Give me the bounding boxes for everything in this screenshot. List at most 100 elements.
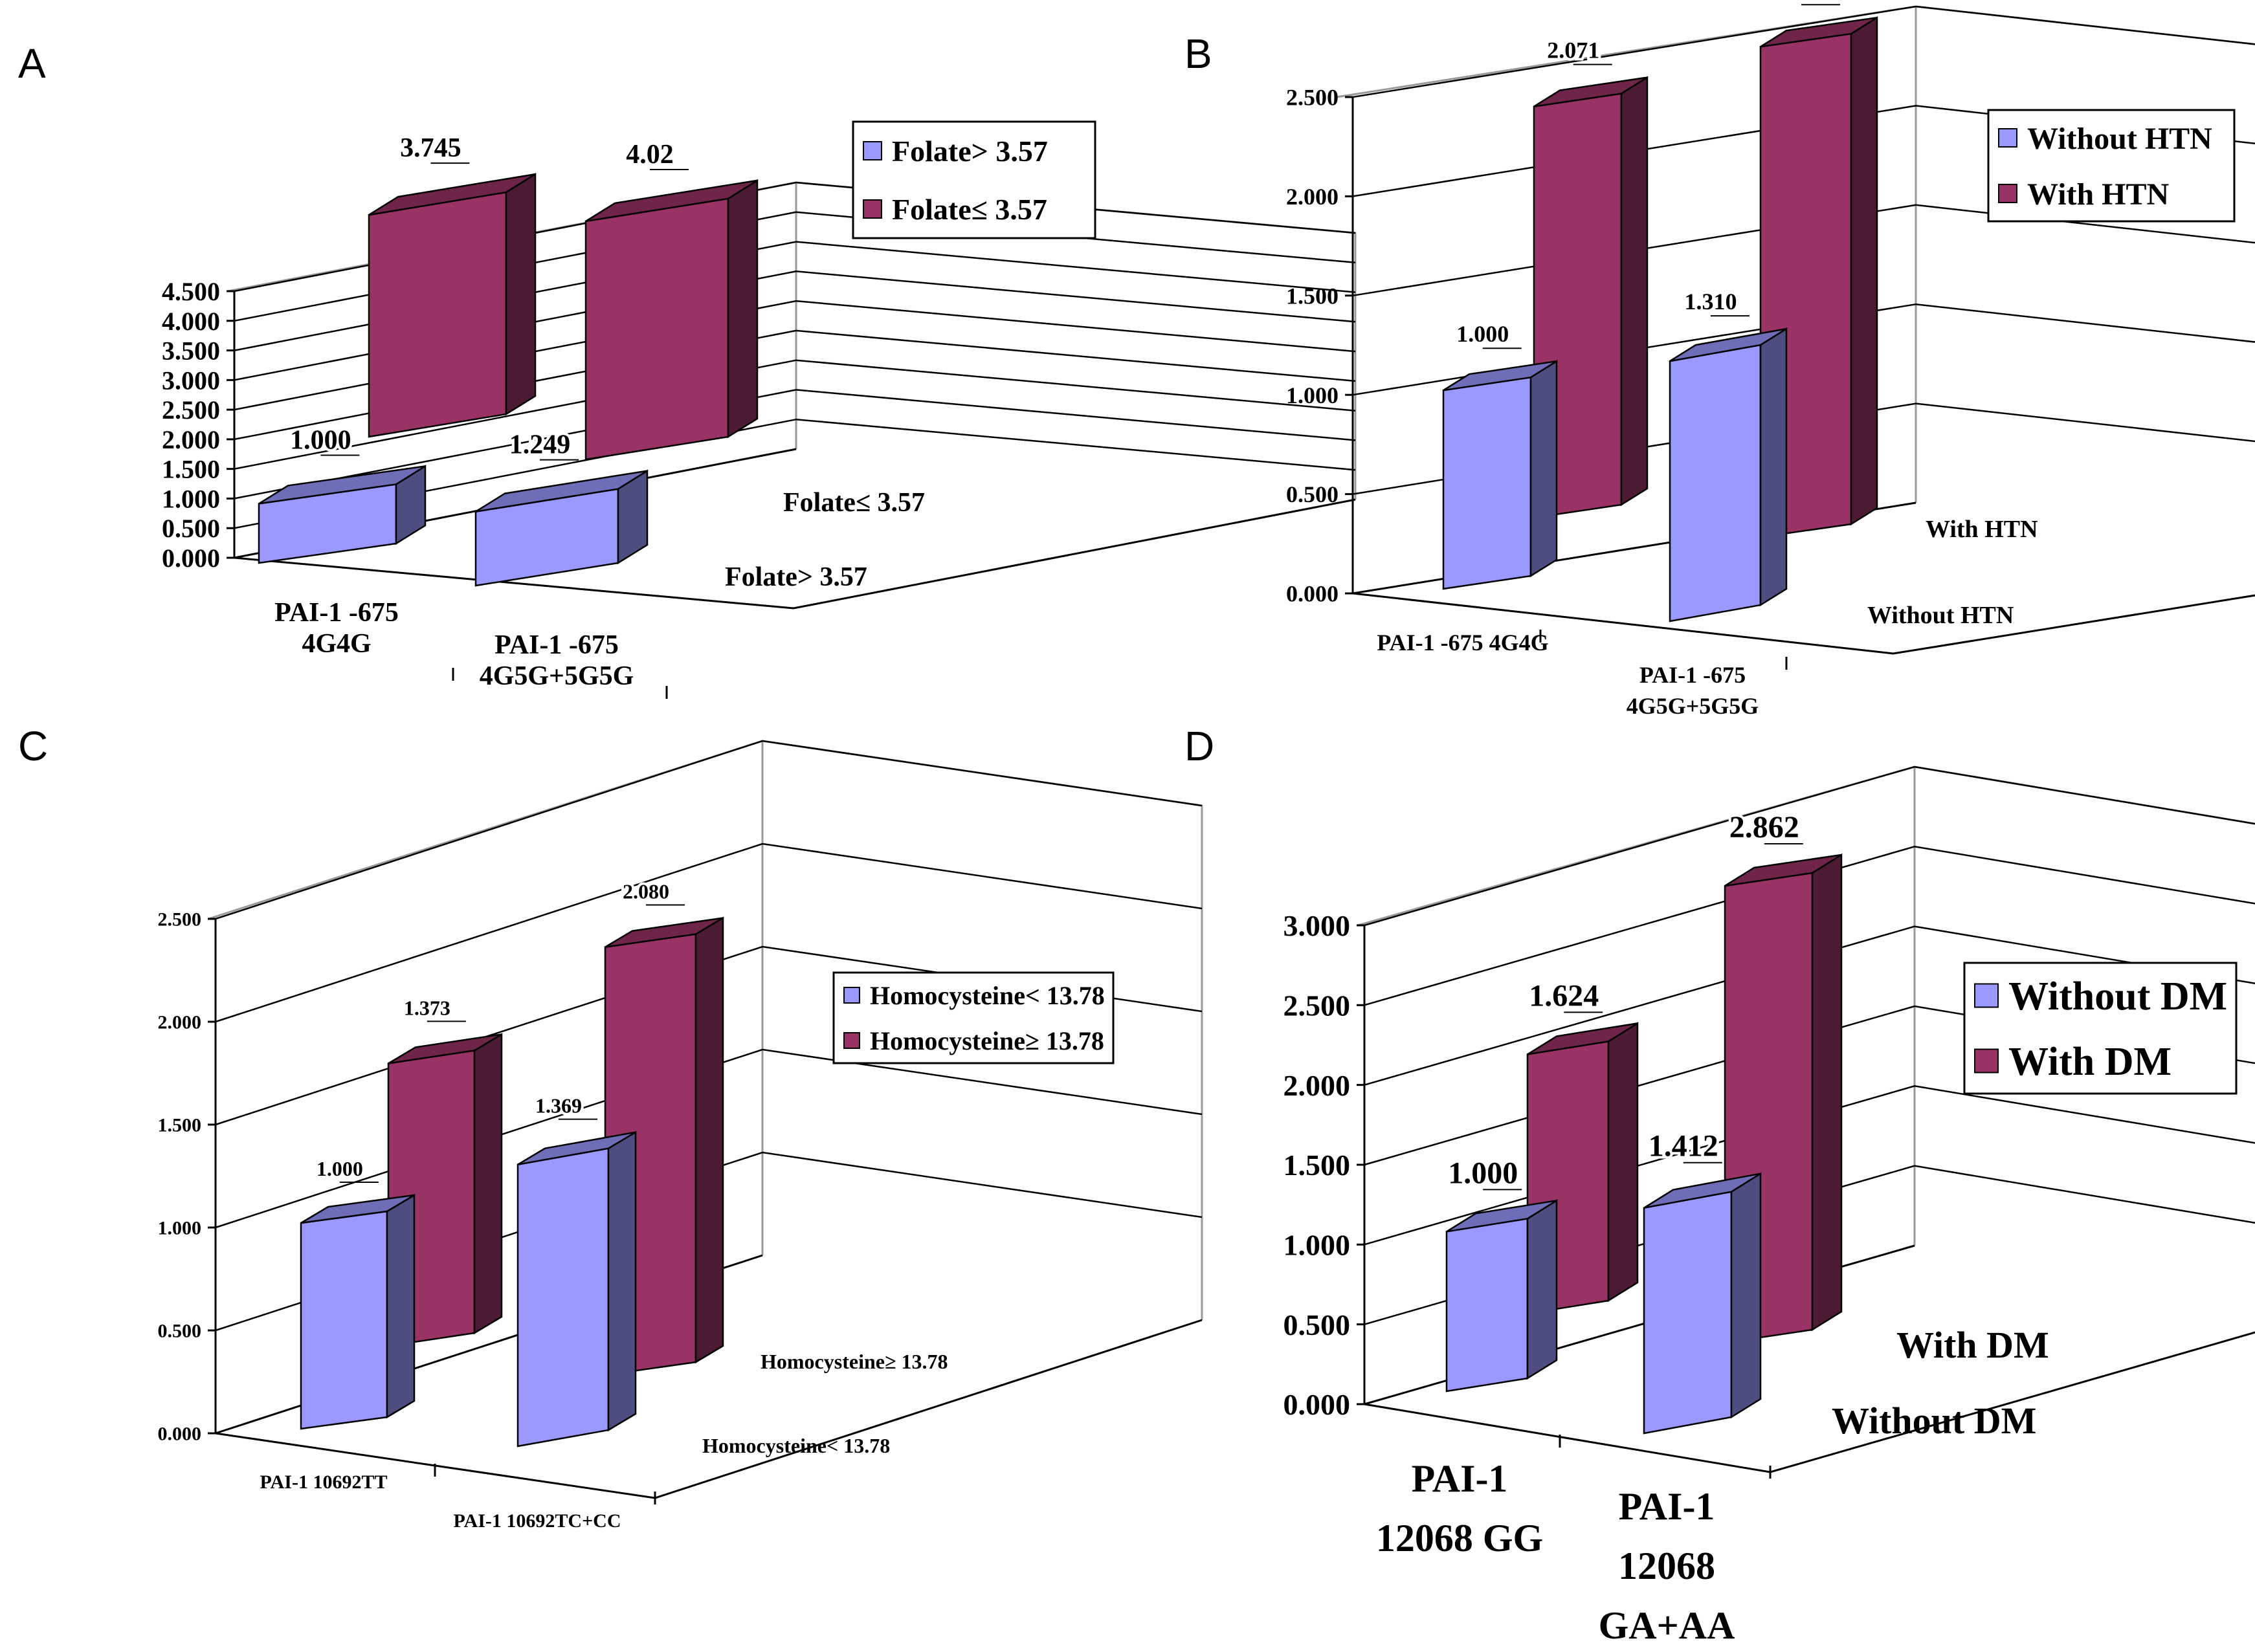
bar-side [1730,1172,1762,1419]
y-tick-label: 3.500 [162,336,220,366]
data-label: 1.000 [1456,321,1509,347]
depth-axis-label: With HTN [1926,516,2038,543]
category-label: 12068 [1618,1545,1715,1587]
bar-face [1643,1191,1733,1435]
legend-label: Homocysteine≥ 13.78 [870,1026,1104,1055]
depth-axis-label: Folate> 3.57 [725,562,867,592]
y-tick-label: 1.000 [162,484,220,513]
category-label: 4G5G+5G5G [480,661,634,691]
bar-back-series: 2.071 [1533,35,1649,519]
data-label: 1.249 [509,430,571,460]
bar-front-series: 1.249 [474,428,649,587]
legend-box [832,971,1115,1064]
legend-label: Folate≤ 3.57 [892,193,1047,226]
gridline [215,740,1203,920]
legend-label: Folate> 3.57 [892,135,1048,168]
data-label: 1.000 [317,1157,363,1180]
y-tick-label: 2.000 [1286,184,1339,210]
y-tick-label: 1.000 [1286,382,1339,408]
y-tick-label: 0.500 [162,514,220,543]
bar-side [1607,1022,1639,1303]
panel-letter: D [1184,723,1214,769]
legend-swatch [863,141,882,160]
gridline [215,843,1203,1023]
legend-swatch [1998,128,2017,148]
bar-front-series: 1.369 [517,1092,637,1448]
y-tick-label: 2.500 [162,395,220,424]
bar-side [473,1033,503,1335]
legend-label: With DM [2008,1040,2172,1084]
category-label: PAI-1 10692TT [260,1471,388,1493]
data-label: 1.369 [535,1094,582,1118]
panel-letter: A [18,40,46,87]
legend: Homocysteine< 13.78 Homocysteine≥ 13.78 [832,971,1115,1064]
gridline [1364,846,2255,1006]
bar-top [1446,1200,1557,1233]
category-label: PAI-1 [1619,1485,1715,1528]
legend-swatch [1974,1048,1999,1074]
x-axis [1352,592,2255,655]
data-label: 4.02 [626,140,674,170]
y-tick-label: 2.000 [158,1012,202,1033]
panel-a: A0.0000.5001.0001.5002.0002.5003.0003.50… [18,40,1357,699]
y-tick-label: 1.000 [1283,1228,1351,1261]
data-label: 2.080 [623,880,669,903]
category-label: PAI-1 [1412,1457,1508,1500]
data-label: 3.745 [400,133,461,163]
panel-letter: B [1184,30,1212,77]
y-tick-label: 0.000 [158,1424,202,1445]
bar-side [1620,76,1649,507]
y-tick-label: 1.500 [162,455,220,484]
legend-swatch [843,987,860,1004]
data-label: 1.000 [290,425,351,455]
legend-box [1963,962,2238,1095]
bar-face [368,191,507,438]
category-label: PAI-1 10692TC+CC [453,1510,621,1532]
bar-face [1442,376,1532,590]
bar-top [1527,1022,1638,1055]
data-label: 1.310 [1685,289,1737,314]
x-axis [234,498,1356,610]
y-tick-label: 2.000 [162,425,220,454]
legend-label: With HTN [2027,177,2170,212]
depth-axis-label: Without HTN [1867,602,2014,629]
bar-top [388,1033,502,1064]
y-tick-label: 3.000 [162,366,220,395]
category-label: PAI-1 -675 [274,598,399,628]
depth-axis-label: Folate≤ 3.57 [783,488,925,518]
y-tick-label: 2.500 [1283,989,1351,1022]
bar-top [517,1131,636,1165]
legend-label: Without HTN [2027,122,2212,156]
legend-swatch [863,199,882,219]
data-label: 1.624 [1529,978,1599,1013]
y-tick-label: 0.000 [1286,581,1339,607]
bar-side [1850,16,1878,526]
bar-top [1533,76,1648,107]
depth-axis-label: Homocysteine< 13.78 [702,1434,890,1457]
data-label: 2.862 [1729,810,1799,844]
y-tick-label: 1.500 [158,1115,202,1136]
bar-front-series: 1.000 [300,1154,416,1430]
bar-side [727,179,759,439]
bar-top [585,179,758,223]
bar-side [1526,1199,1558,1380]
y-tick-label: 0.000 [1283,1388,1351,1421]
y-tick-label: 4.500 [162,277,220,306]
bar-front-series: 1.000 [1445,1153,1558,1393]
bar-top [368,173,536,216]
bar-back-series: 3.745 [368,131,537,438]
bar-top [1669,327,1787,362]
depth-axis-label: Without DM [1832,1400,2036,1442]
y-tick-label: 2.500 [1286,85,1339,111]
bar-side [505,172,537,416]
bar-face [1669,344,1762,622]
bar-top [475,470,648,512]
panel-c: C 0.000 0.500 1.000 1.500 2.000 2.500 1.373 2.08… [18,723,1203,1532]
category-label: 12068 GG [1376,1517,1543,1559]
legend-swatch [843,1032,860,1049]
bar-back-series: 4.02 [584,137,759,461]
category-label: PAI-1 -675 4G4G [1377,630,1548,655]
legend: Folate> 3.57 Folate≤ 3.57 [852,120,1096,239]
category-label: PAI-1 -675 [1639,662,1746,688]
